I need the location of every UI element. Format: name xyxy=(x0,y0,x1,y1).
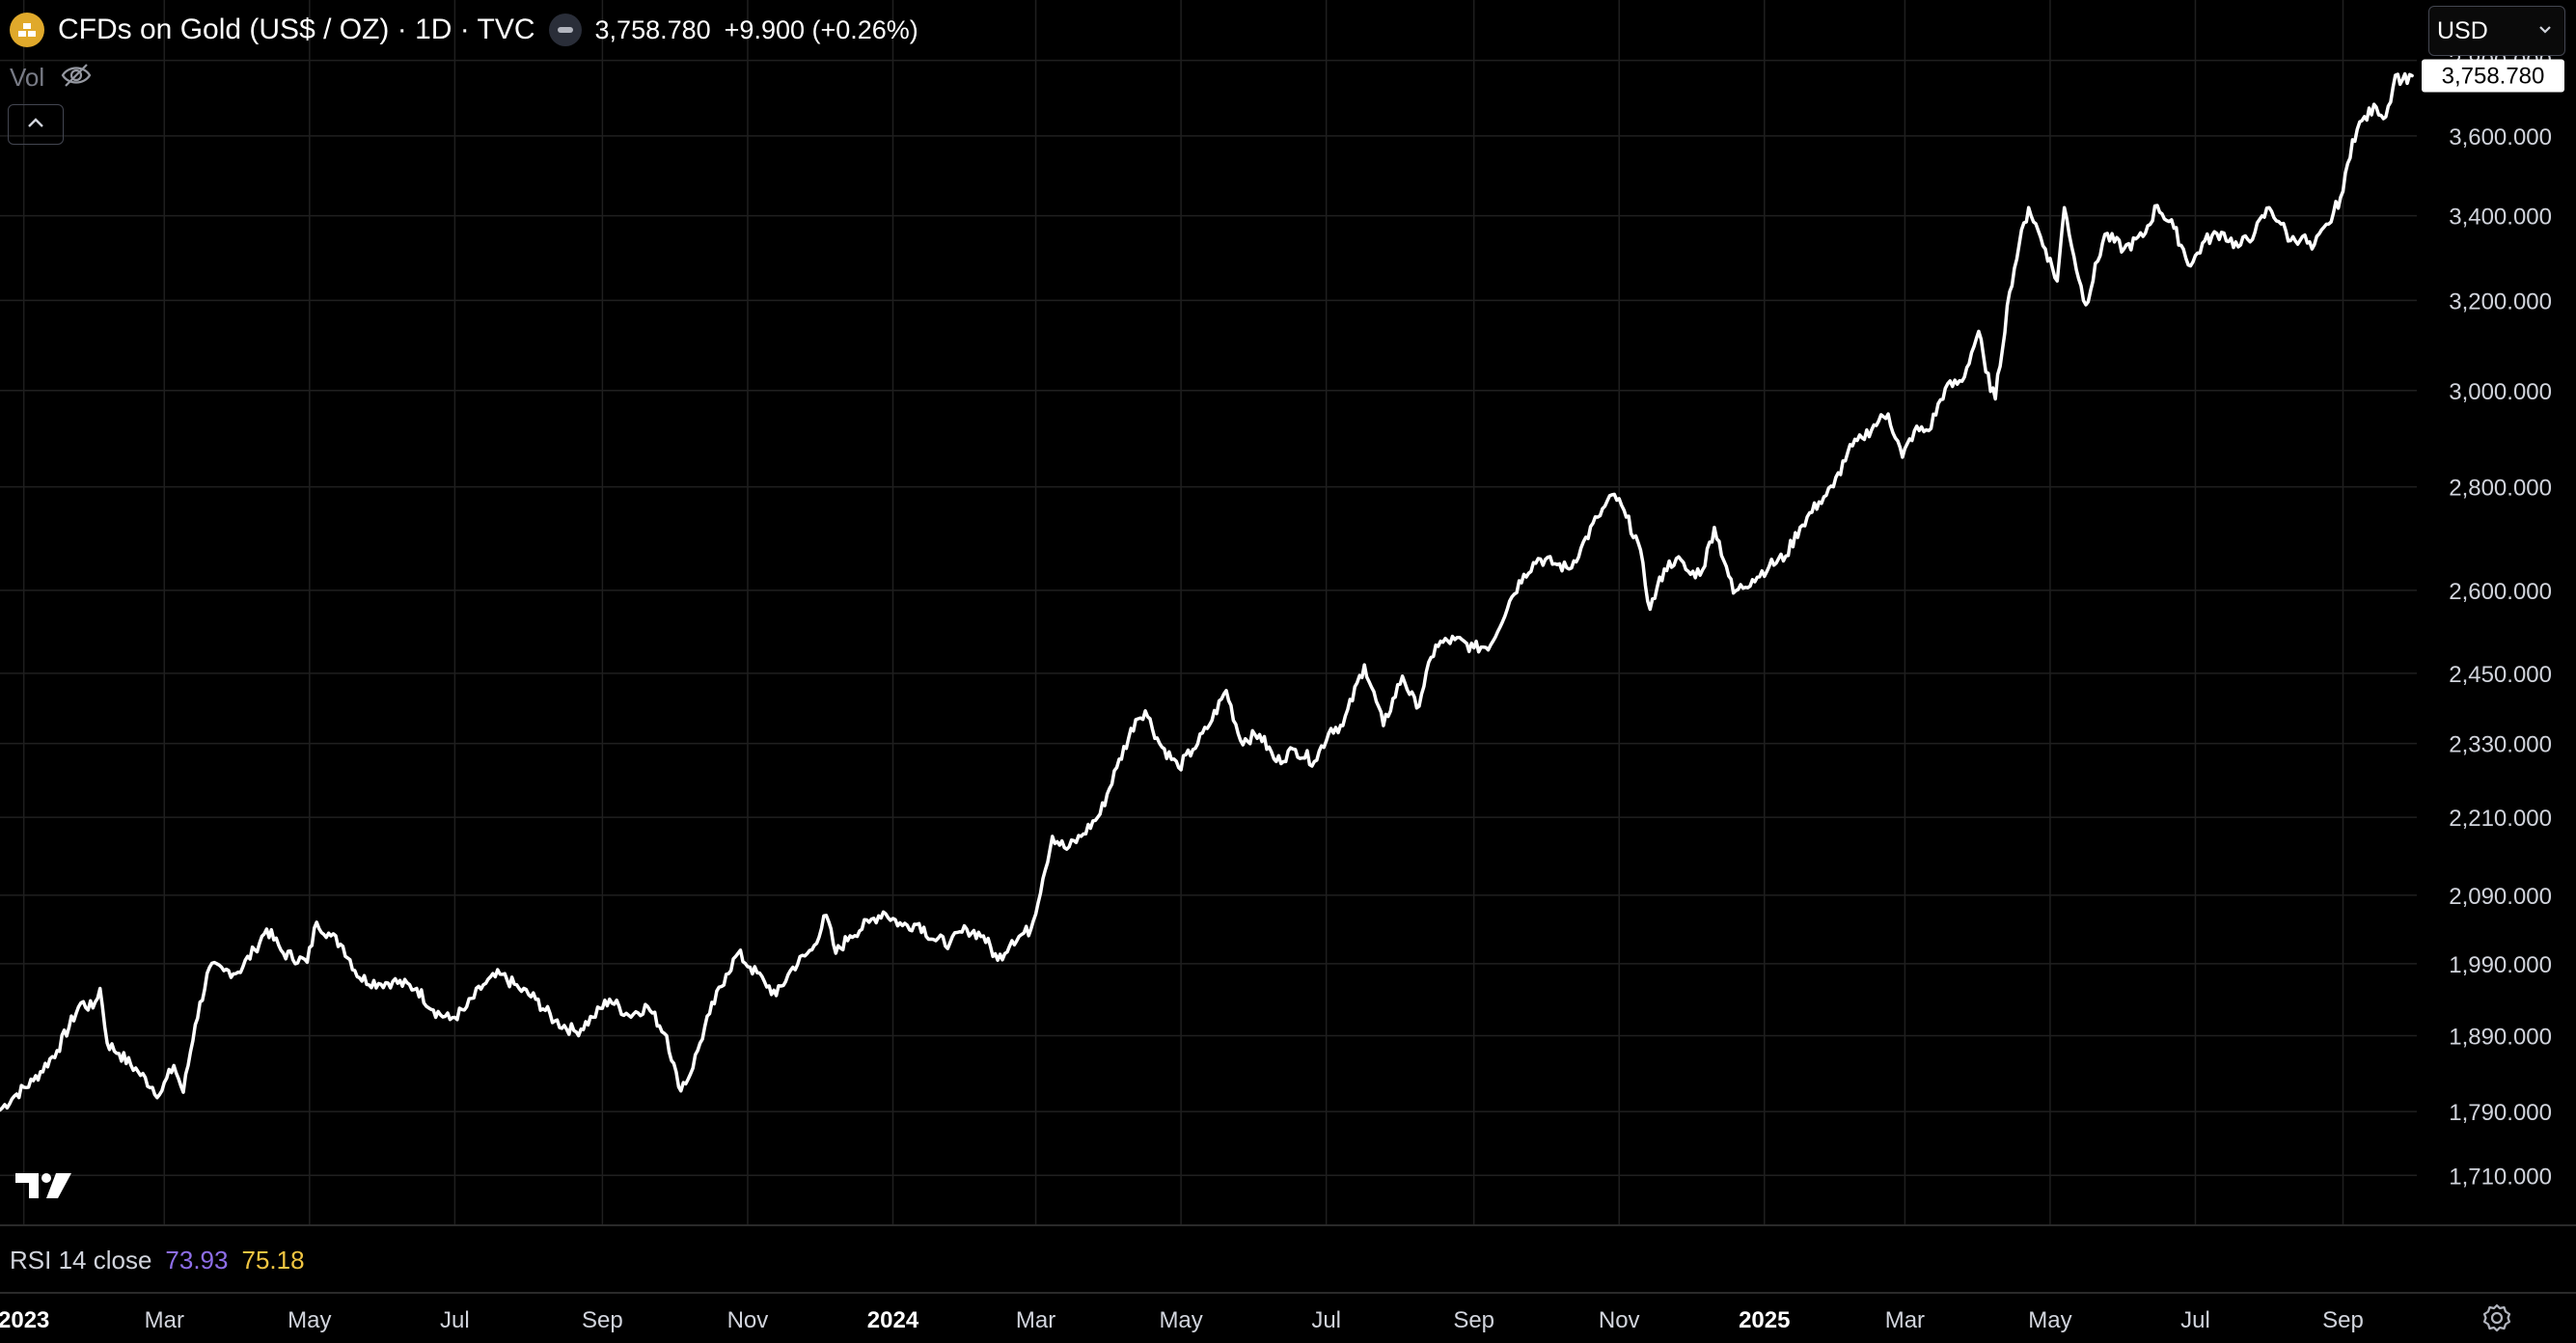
gold-bars-icon[interactable] xyxy=(10,13,44,47)
x-tick-label: Jul xyxy=(440,1307,470,1333)
x-tick-label: 2024 xyxy=(867,1307,919,1333)
currency-selector[interactable]: USD xyxy=(2428,6,2565,56)
x-tick-label: May xyxy=(288,1307,331,1333)
x-tick-label: 2023 xyxy=(0,1307,49,1333)
volume-legend: Vol xyxy=(10,60,93,95)
y-tick-label: 2,450.000 xyxy=(2449,662,2552,688)
x-tick-label: Jul xyxy=(2180,1307,2210,1333)
x-tick-label: Mar xyxy=(1016,1307,1055,1333)
market-status-icon[interactable] xyxy=(548,14,582,46)
y-tick-label: 2,090.000 xyxy=(2449,884,2552,910)
x-tick-label: Nov xyxy=(1599,1307,1640,1333)
rsi-label[interactable]: RSI 14 close xyxy=(10,1245,152,1274)
x-tick-label: Jul xyxy=(1311,1307,1341,1333)
y-tick-label: 3,000.000 xyxy=(2449,379,2552,405)
y-tick-label: 2,330.000 xyxy=(2449,732,2552,758)
y-tick-label: 3,600.000 xyxy=(2449,124,2552,151)
rsi-value: 73.93 xyxy=(165,1245,229,1274)
x-tick-label: Sep xyxy=(582,1307,623,1333)
rsi-ma-value: 75.18 xyxy=(241,1245,305,1274)
x-tick-label: 2025 xyxy=(1739,1307,1790,1333)
y-tick-label: 3,200.000 xyxy=(2449,288,2552,315)
chart-grid xyxy=(0,0,2417,1225)
currency-label: USD xyxy=(2437,16,2488,44)
y-tick-label: 2,210.000 xyxy=(2449,806,2552,832)
y-tick-label: 1,790.000 xyxy=(2449,1100,2552,1126)
chevron-up-icon xyxy=(26,116,45,134)
collapse-legend-button[interactable] xyxy=(8,104,64,145)
last-price-label: 3,758.780 xyxy=(2442,64,2545,90)
rsi-legend: RSI 14 close 73.93 75.18 xyxy=(10,1243,305,1277)
y-tick-label: 2,600.000 xyxy=(2449,579,2552,605)
x-tick-label: May xyxy=(1159,1307,1202,1333)
gear-icon[interactable] xyxy=(2481,1302,2512,1338)
y-tick-label: 2,800.000 xyxy=(2449,476,2552,502)
y-tick-label: 1,710.000 xyxy=(2449,1164,2552,1190)
price-change: +9.900 (+0.26%) xyxy=(724,14,918,44)
x-tick-label: Mar xyxy=(145,1307,184,1333)
y-tick-label: 1,890.000 xyxy=(2449,1024,2552,1050)
symbol-title[interactable]: CFDs on Gold (US$ / OZ) · 1D · TVC xyxy=(58,14,535,45)
eye-off-icon[interactable] xyxy=(60,63,93,93)
last-price-badge xyxy=(2422,59,2564,93)
x-tick-label: Sep xyxy=(1453,1307,1494,1333)
chevron-down-icon xyxy=(2537,22,2553,40)
symbol-header: CFDs on Gold (US$ / OZ) · 1D · TVC 3,758… xyxy=(10,10,918,50)
last-price-label-group: 3,758.780 xyxy=(2422,59,2564,93)
y-tick-label: 1,990.000 xyxy=(2449,952,2552,978)
time-axis[interactable]: 2023 Mar May Jul Sep Nov 2024 Mar May Jul Sep Nov 20… xyxy=(0,1307,2364,1333)
price-line[interactable] xyxy=(0,71,2414,1112)
y-tick-label: 3,400.000 xyxy=(2449,205,2552,231)
x-tick-label: Sep xyxy=(2322,1307,2364,1333)
tradingview-logo-icon[interactable] xyxy=(14,1169,75,1207)
volume-label[interactable]: Vol xyxy=(10,62,45,92)
x-tick-label: Nov xyxy=(727,1307,769,1333)
x-tick-label: May xyxy=(2028,1307,2071,1333)
price-axis[interactable]: 1,710.000 1,790.000 1,890.000 1,990.000 2,09… xyxy=(2449,49,2552,1191)
last-price: 3,758.780 xyxy=(594,14,711,44)
x-tick-label: Mar xyxy=(1885,1307,1925,1333)
